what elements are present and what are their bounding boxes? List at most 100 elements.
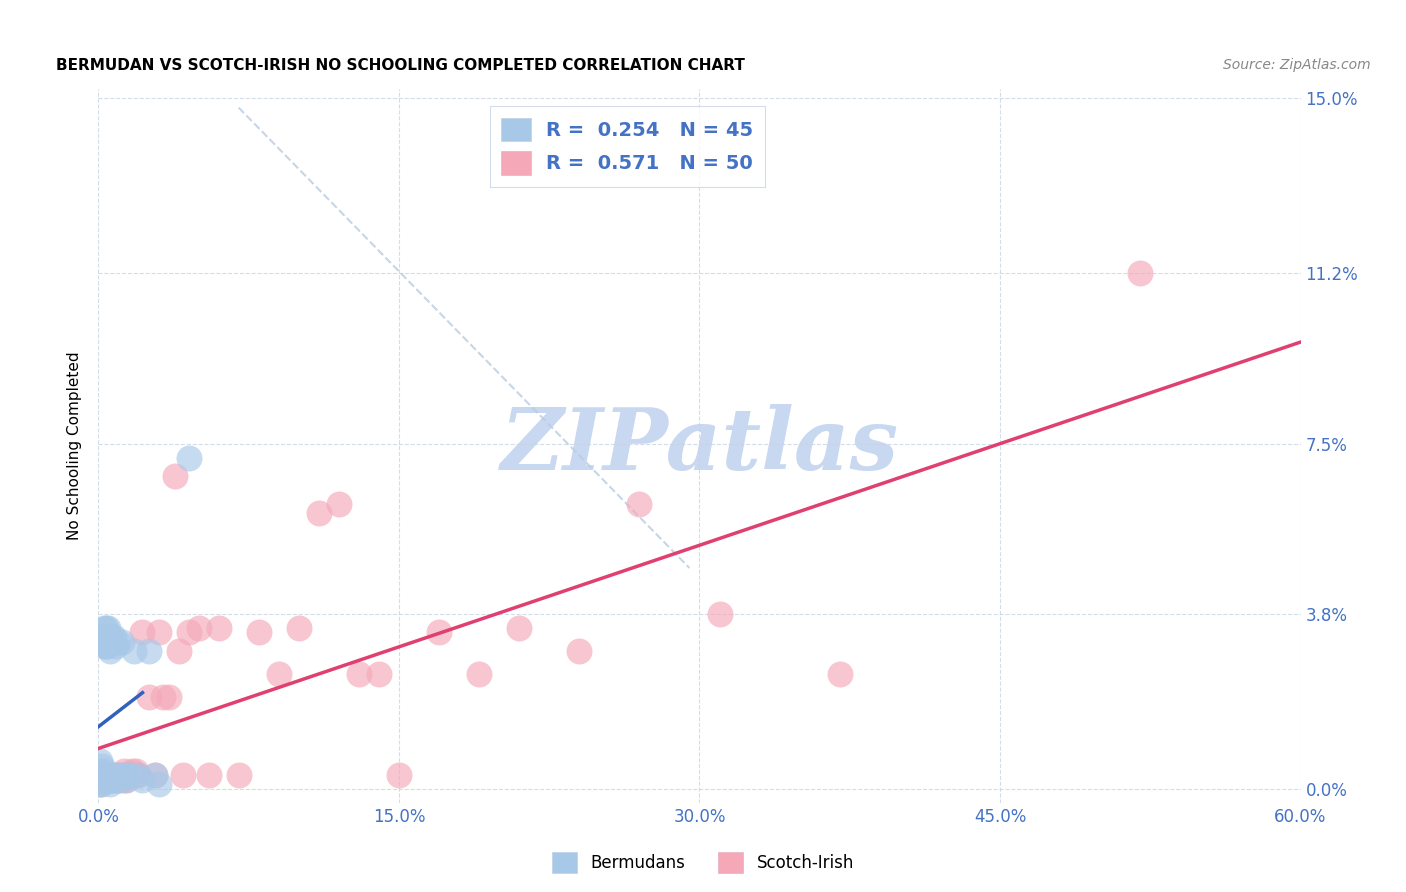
Point xyxy=(117,768,139,782)
Point xyxy=(100,772,122,787)
Point xyxy=(93,768,115,782)
Point xyxy=(177,450,200,465)
Point xyxy=(96,772,118,787)
Point xyxy=(100,777,122,791)
Point xyxy=(93,772,115,787)
Point xyxy=(91,634,114,648)
Point xyxy=(328,497,350,511)
Point xyxy=(110,768,132,782)
Point xyxy=(148,625,170,640)
Point xyxy=(138,690,160,704)
Point xyxy=(105,640,128,654)
Point xyxy=(208,621,231,635)
Point xyxy=(100,634,122,648)
Point xyxy=(115,772,138,787)
Point xyxy=(120,768,142,782)
Point xyxy=(267,666,290,681)
Point xyxy=(103,772,125,787)
Point xyxy=(96,630,118,644)
Point xyxy=(143,768,166,782)
Point xyxy=(114,764,136,778)
Point xyxy=(89,777,111,791)
Point xyxy=(828,666,851,681)
Point xyxy=(163,469,186,483)
Point xyxy=(288,621,311,635)
Legend: R =  0.254   N = 45, R =  0.571   N = 50: R = 0.254 N = 45, R = 0.571 N = 50 xyxy=(489,106,765,186)
Point xyxy=(101,630,124,644)
Point xyxy=(93,764,115,778)
Point xyxy=(89,764,111,778)
Legend: Bermudans, Scotch-Irish: Bermudans, Scotch-Irish xyxy=(546,846,860,880)
Point xyxy=(347,666,370,681)
Point xyxy=(388,768,411,782)
Point xyxy=(97,640,120,654)
Point xyxy=(125,764,148,778)
Point xyxy=(128,768,150,782)
Point xyxy=(197,768,219,782)
Point xyxy=(97,772,120,787)
Point xyxy=(103,772,125,787)
Point xyxy=(568,644,591,658)
Text: ZIPatlas: ZIPatlas xyxy=(501,404,898,488)
Point xyxy=(427,625,450,640)
Point xyxy=(131,625,153,640)
Point xyxy=(105,768,128,782)
Point xyxy=(117,768,139,782)
Point xyxy=(91,772,114,787)
Point xyxy=(121,764,143,778)
Point xyxy=(101,768,124,782)
Point xyxy=(89,772,111,787)
Point xyxy=(138,644,160,658)
Point xyxy=(167,644,190,658)
Point xyxy=(89,755,111,769)
Point xyxy=(96,772,118,787)
Point xyxy=(115,772,138,787)
Point xyxy=(89,777,111,791)
Text: Source: ZipAtlas.com: Source: ZipAtlas.com xyxy=(1223,58,1371,72)
Point xyxy=(100,644,122,658)
Point xyxy=(93,621,115,635)
Point xyxy=(157,690,180,704)
Point xyxy=(247,625,270,640)
Point xyxy=(114,768,136,782)
Point xyxy=(91,759,114,773)
Point xyxy=(120,768,142,782)
Point xyxy=(628,497,651,511)
Point xyxy=(148,777,170,791)
Point xyxy=(93,640,115,654)
Point xyxy=(468,666,491,681)
Y-axis label: No Schooling Completed: No Schooling Completed xyxy=(67,351,83,541)
Text: BERMUDAN VS SCOTCH-IRISH NO SCHOOLING COMPLETED CORRELATION CHART: BERMUDAN VS SCOTCH-IRISH NO SCHOOLING CO… xyxy=(56,58,745,73)
Point xyxy=(187,621,209,635)
Point xyxy=(709,607,731,621)
Point xyxy=(105,768,128,782)
Point xyxy=(107,772,129,787)
Point xyxy=(172,768,194,782)
Point xyxy=(131,772,153,787)
Point xyxy=(368,666,391,681)
Point xyxy=(508,621,530,635)
Point xyxy=(111,634,134,648)
Point xyxy=(110,768,132,782)
Point xyxy=(124,644,146,658)
Point xyxy=(228,768,250,782)
Point xyxy=(124,768,146,782)
Point xyxy=(97,630,120,644)
Point xyxy=(96,621,118,635)
Point xyxy=(91,777,114,791)
Point xyxy=(91,768,114,782)
Point xyxy=(177,625,200,640)
Point xyxy=(1129,266,1152,280)
Point xyxy=(107,634,129,648)
Point xyxy=(111,772,134,787)
Point xyxy=(107,772,129,787)
Point xyxy=(308,506,330,520)
Point xyxy=(93,630,115,644)
Point xyxy=(97,621,120,635)
Point xyxy=(103,630,125,644)
Point xyxy=(101,772,124,787)
Point xyxy=(128,768,150,782)
Point xyxy=(96,640,118,654)
Point xyxy=(143,768,166,782)
Point xyxy=(152,690,174,704)
